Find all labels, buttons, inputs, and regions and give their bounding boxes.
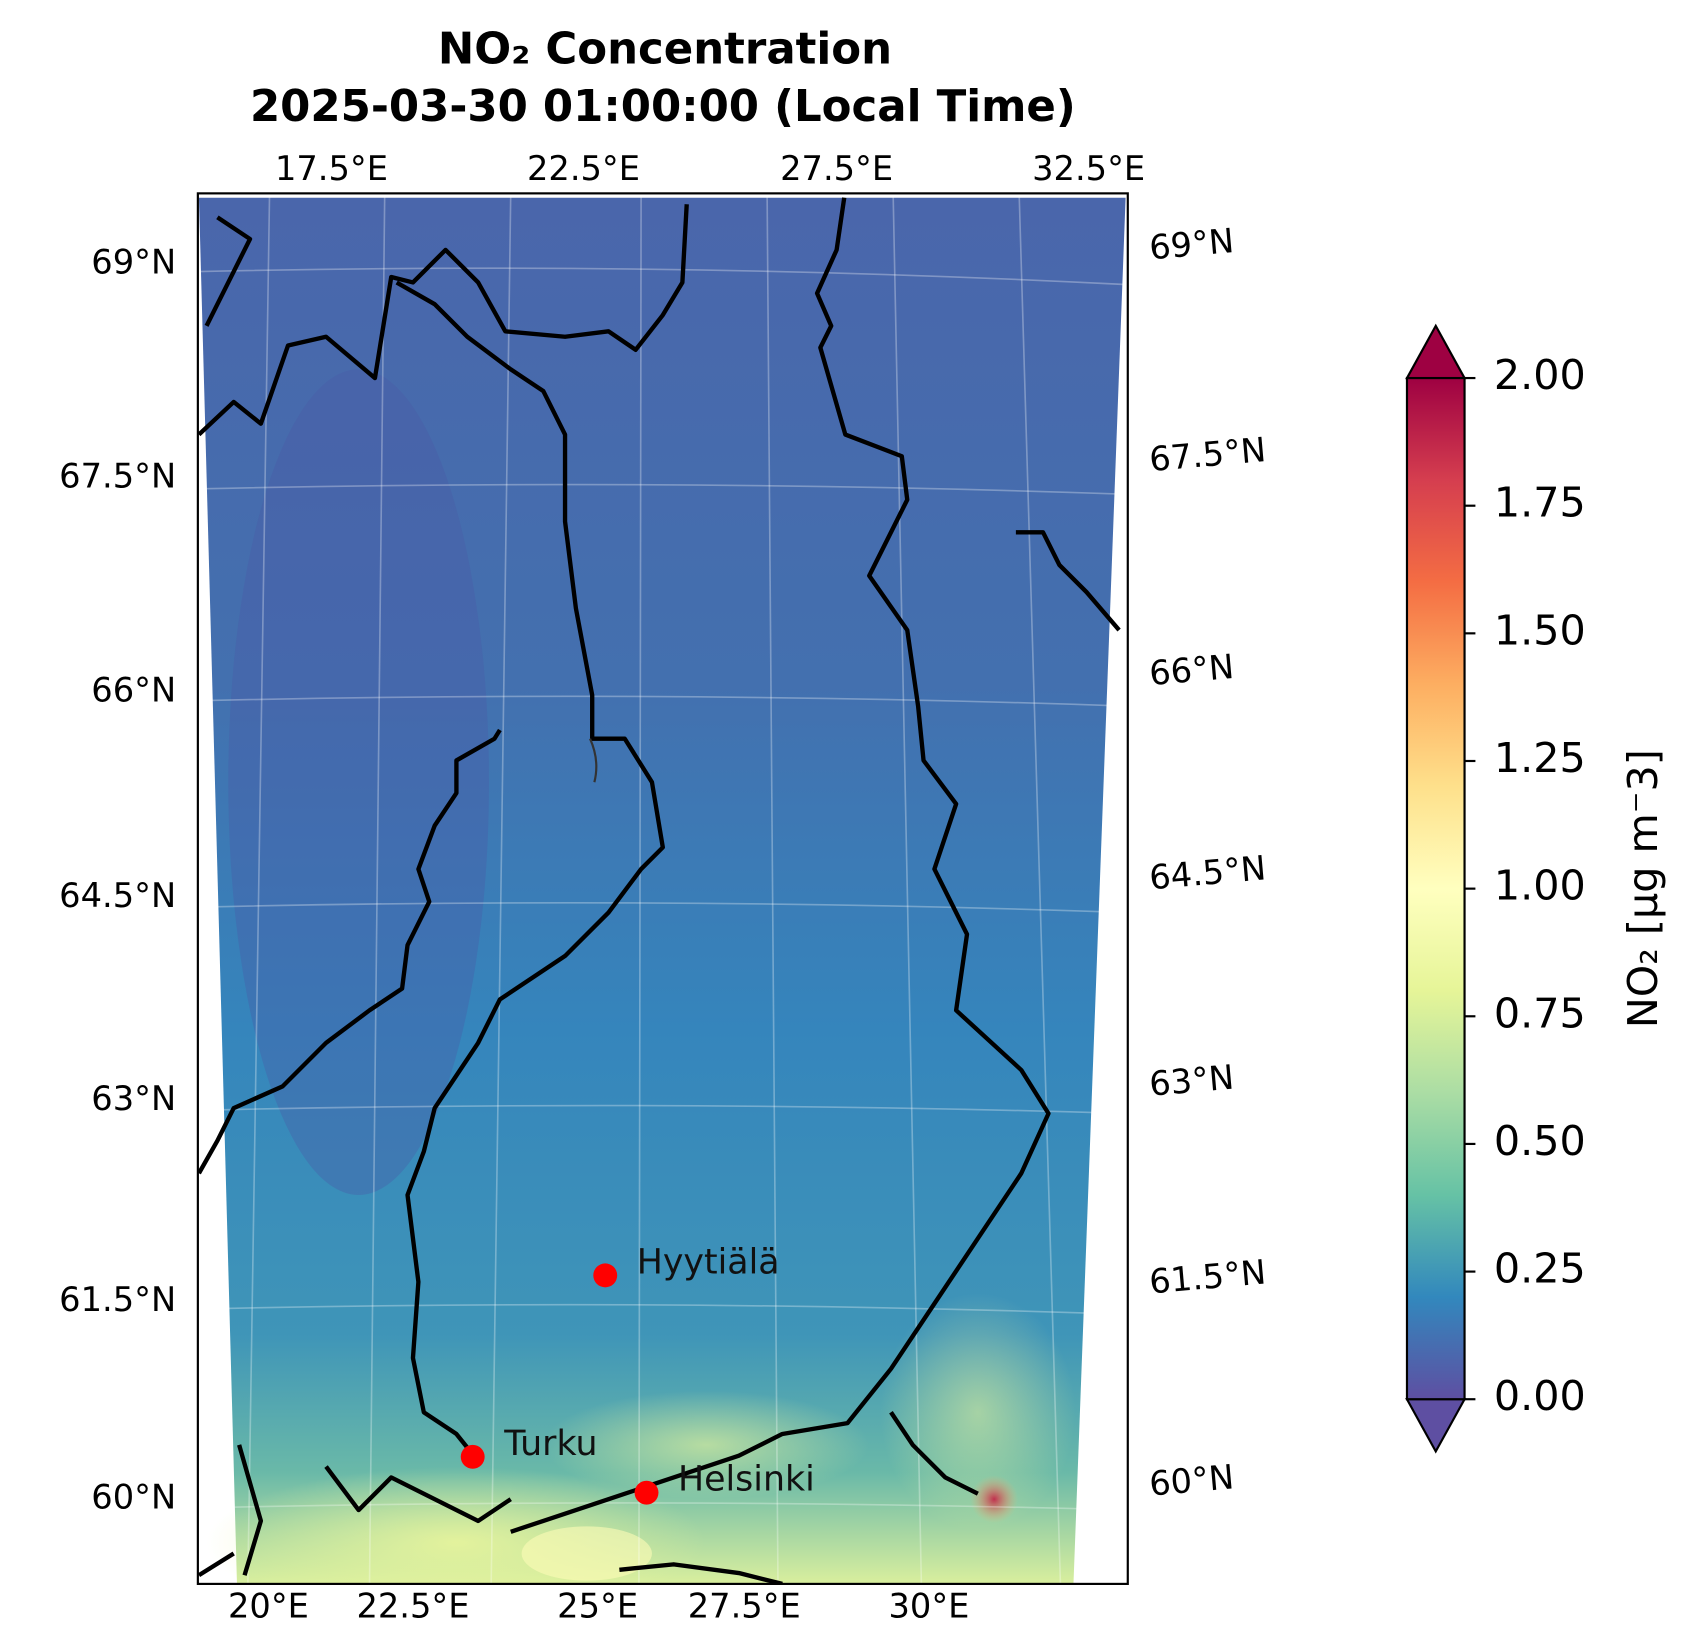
colorbar-tick-label: 0.50 — [1494, 1117, 1586, 1165]
low-region — [228, 369, 490, 1195]
colorbar-tick-label: 2.00 — [1494, 351, 1586, 399]
map-subtitle: 2025-03-30 01:00:00 (Local Time) — [250, 82, 1076, 132]
colorbar-tick-label: 1.50 — [1494, 606, 1586, 654]
graticule — [198, 193, 1128, 1584]
lat-label: 61.5°N — [1148, 1252, 1268, 1301]
map-title: NO₂ Concentration — [438, 25, 892, 75]
lat-label: 63°N — [1148, 1058, 1236, 1104]
labels: 17.5°E 22.5°E 27.5°E 32.5°E 20°E 22.5°E 25°E 27… — [59, 149, 1267, 1625]
lon-label: 22.5°E — [356, 1586, 469, 1625]
high-region — [880, 1292, 1076, 1532]
lon-label: 27.5°E — [780, 149, 893, 188]
lat-label: 60°N — [1148, 1457, 1236, 1503]
lat-label: 61.5°N — [59, 1280, 176, 1319]
colorbar: 0.00 0.25 0.50 0.75 1.00 1.25 1.50 1.75 2.00 NO₂ … — [1405, 323, 1667, 1454]
lon-label: 32.5°E — [1032, 149, 1145, 188]
lon-label: 22.5°E — [527, 149, 640, 188]
city-marker — [593, 1263, 618, 1288]
high-region — [521, 1526, 652, 1581]
lat-label: 63°N — [91, 1079, 176, 1118]
colorbar-label: NO₂ [µg m⁻3] — [1619, 749, 1667, 1028]
colorbar-tick-label: 1.75 — [1494, 479, 1586, 527]
lat-label: 67.5°N — [1148, 430, 1268, 479]
lat-label: 67.5°N — [59, 456, 176, 495]
map-area — [197, 193, 1128, 1584]
map-frame — [196, 192, 1129, 1585]
coastline — [197, 197, 1121, 1584]
lon-label: 17.5°E — [275, 149, 388, 188]
colorbar-tick-label: 0.25 — [1494, 1245, 1586, 1293]
lat-label: 64.5°N — [59, 876, 176, 915]
river — [589, 738, 598, 783]
city-marker — [634, 1480, 659, 1505]
city-label: Turku — [503, 1424, 597, 1464]
lon-label: 20°E — [228, 1586, 309, 1625]
lat-label: 60°N — [91, 1478, 176, 1517]
lon-label: 27.5°E — [688, 1586, 801, 1625]
lat-label: 64.5°N — [1148, 848, 1268, 897]
lat-label: 69°N — [1148, 221, 1236, 267]
lon-label: 25°E — [557, 1586, 638, 1625]
lat-label: 69°N — [91, 242, 176, 281]
lon-label: 30°E — [889, 1586, 970, 1625]
colorbar-tick-label: 1.00 — [1494, 862, 1586, 910]
colorbar-tick-label: 0.00 — [1494, 1372, 1586, 1420]
colorbar-extend-max — [1405, 323, 1467, 380]
high-region — [543, 1390, 870, 1500]
city-label: Hyytiälä — [637, 1242, 780, 1282]
cities: Hyytiälä Turku Helsinki — [460, 1242, 815, 1505]
colorbar-body — [1405, 376, 1466, 1401]
colorbar-tick-label: 0.75 — [1494, 989, 1586, 1037]
colorbar-extend-min — [1405, 1398, 1467, 1454]
city-marker — [460, 1444, 485, 1469]
lat-label: 66°N — [91, 671, 176, 710]
city-label: Helsinki — [678, 1460, 815, 1500]
colorbar-tick-label: 1.25 — [1494, 734, 1586, 782]
lat-label: 66°N — [1148, 647, 1236, 693]
hotspot — [970, 1475, 1019, 1524]
concentration-field — [198, 197, 1126, 1584]
